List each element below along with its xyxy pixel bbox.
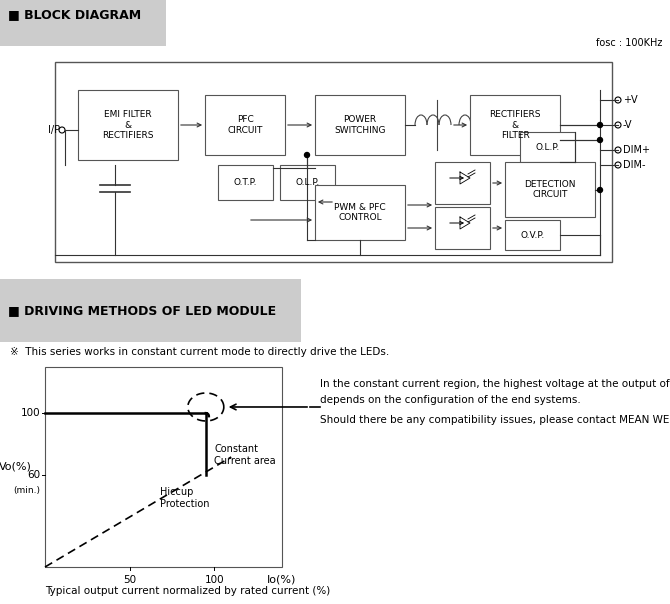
Bar [205,95,285,155]
Bar [45,367,282,567]
Text: ※  This series works in constant current mode to directly drive the LEDs.: ※ This series works in constant current … [10,347,389,357]
Circle shape [304,152,310,158]
Text: DIM+: DIM+ [623,145,650,155]
Text: 60: 60 [27,470,40,480]
Text: PWM & PFC
CONTROL: PWM & PFC CONTROL [334,203,386,222]
Circle shape [598,187,602,193]
Text: O.T.P.: O.T.P. [234,178,257,187]
Text: fosc : 100KHz: fosc : 100KHz [596,38,662,48]
Text: ■ BLOCK DIAGRAM: ■ BLOCK DIAGRAM [8,8,141,21]
Bar [435,162,490,204]
Text: 100: 100 [204,575,224,585]
Bar [218,165,273,200]
Text: O.V.P.: O.V.P. [521,231,545,240]
Text: POWER
SWITCHING: POWER SWITCHING [334,115,386,135]
Text: 50: 50 [123,575,136,585]
Circle shape [598,138,602,143]
Text: In the constant current region, the highest voltage at the output of the driver: In the constant current region, the high… [320,379,670,389]
Text: Io(%): Io(%) [267,575,297,585]
Text: -V: -V [623,120,632,130]
Circle shape [598,123,602,127]
Text: Should there be any compatibility issues, please contact MEAN WELL.: Should there be any compatibility issues… [320,415,670,425]
Bar [55,62,612,262]
Text: Vo(%): Vo(%) [0,462,31,472]
Text: (min.): (min.) [13,486,40,495]
Bar [470,95,560,155]
Text: O.L.P.: O.L.P. [295,178,320,187]
Text: depends on the configuration of the end systems.: depends on the configuration of the end … [320,395,581,405]
Text: +V: +V [623,95,638,105]
Bar [315,95,405,155]
Text: O.L.P.: O.L.P. [535,143,559,152]
Text: Constant
Current area: Constant Current area [214,444,276,466]
Bar [505,220,560,250]
Bar [435,207,490,249]
Text: I/P: I/P [48,125,60,135]
Text: PFC
CIRCUIT: PFC CIRCUIT [227,115,263,135]
Text: Typical output current normalized by rated current (%): Typical output current normalized by rat… [45,586,330,596]
Bar [78,90,178,160]
Text: DIM-: DIM- [623,160,645,170]
Text: RECTIFIERS
&
FILTER: RECTIFIERS & FILTER [489,110,541,140]
Text: ■ DRIVING METHODS OF LED MODULE: ■ DRIVING METHODS OF LED MODULE [8,304,276,317]
Text: DETECTION
CIRCUIT: DETECTION CIRCUIT [524,180,576,199]
Bar [315,185,405,240]
Bar [520,132,575,162]
Text: EMI FILTER
&
RECTIFIERS: EMI FILTER & RECTIFIERS [103,110,153,140]
Bar [505,162,595,217]
Text: Hiccup
Protection: Hiccup Protection [160,487,210,509]
Text: 100: 100 [20,408,40,418]
Bar [280,165,335,200]
